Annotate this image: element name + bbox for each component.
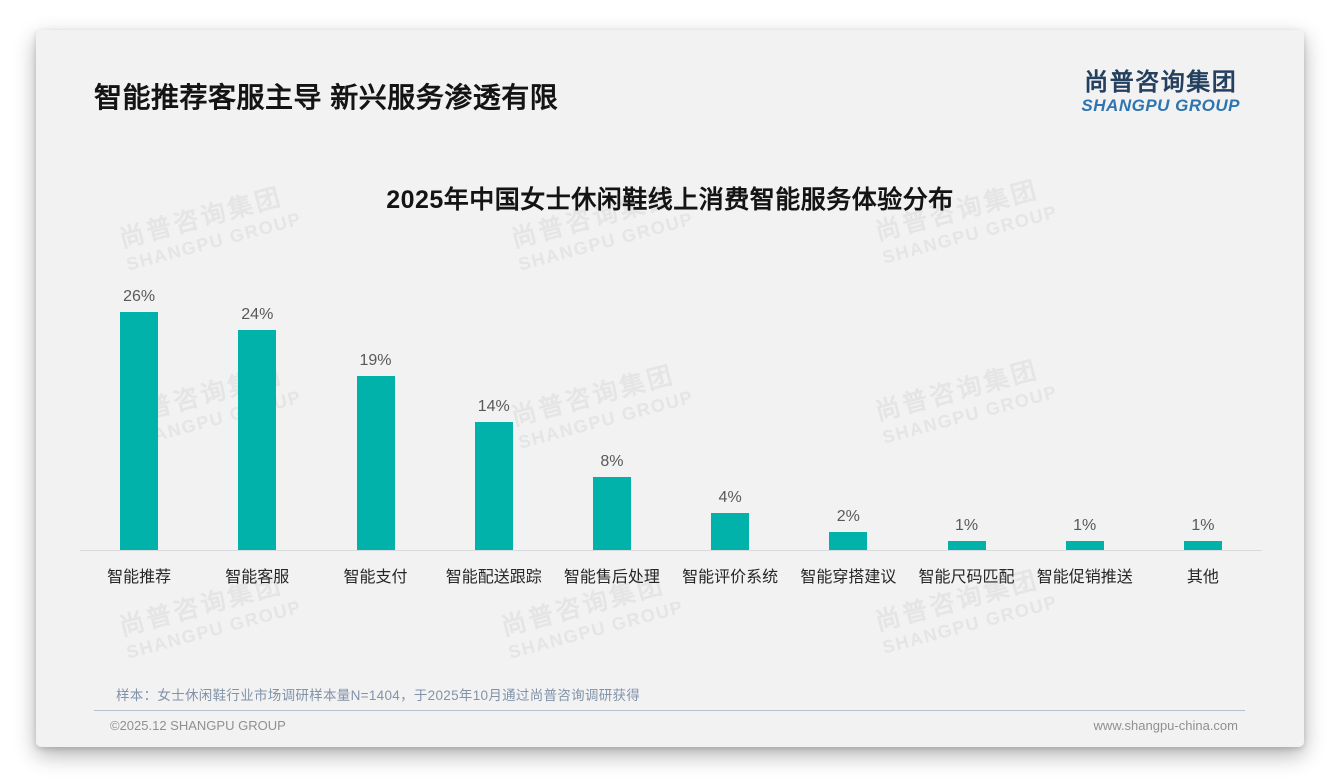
watermark-text-en: SHANGPU GROUP (506, 596, 686, 663)
footer-divider (94, 710, 1245, 711)
footer-website: www.shangpu-china.com (1093, 718, 1238, 733)
bar-value-label: 4% (718, 489, 742, 506)
slide-card: 尚普咨询集团 SHANGPU GROUP 尚普咨询集团 SHANGPU GROUP 尚普… (36, 30, 1304, 747)
sample-footnote: 样本：女士休闲鞋行业市场调研样本量N=1404，于2025年10月通过尚普咨询调… (116, 688, 641, 703)
bar (829, 532, 868, 550)
bar-value-label: 8% (600, 453, 624, 470)
bar-column: 14% (435, 271, 553, 550)
bar (120, 312, 159, 550)
bar (1065, 541, 1104, 550)
bar (592, 477, 631, 550)
bar-category-label: 智能支付 (343, 569, 408, 586)
footer-copyright: ©2025.12 SHANGPU GROUP (110, 718, 286, 733)
bar-value-label: 24% (241, 306, 274, 323)
bar-category-label: 智能评价系统 (682, 569, 779, 586)
watermark-text-en: SHANGPU GROUP (124, 208, 304, 275)
bar-category-label: 智能穿搭建议 (800, 569, 897, 586)
bar (711, 513, 750, 550)
bar-category-label: 智能促销推送 (1036, 569, 1133, 586)
chart-plot-area: 26% 24% 19% 14% 8% 4% 2% 1% 1% 1% (80, 271, 1262, 551)
bar-category-label: 其他 (1186, 569, 1219, 586)
logo-text-cn: 尚普咨询集团 (1084, 69, 1238, 96)
chart-title: 2025年中国女士休闲鞋线上消费智能服务体验分布 (386, 186, 954, 214)
bar-category-label: 智能推荐 (107, 569, 172, 586)
bar-value-label: 19% (359, 352, 392, 369)
bar-column: 4% (671, 271, 789, 550)
bar-chart: 26% 24% 19% 14% 8% 4% 2% 1% 1% 1% 智能推荐 智能客服 智能支付 智能配… (80, 271, 1262, 587)
bar-value-label: 2% (836, 508, 860, 525)
bar-value-label: 1% (1073, 517, 1097, 534)
bar-column: 8% (553, 271, 671, 550)
company-logo: 尚普咨询集团 SHANGPU GROUP (1081, 69, 1240, 116)
bar (1183, 541, 1222, 550)
bar-category-label: 智能配送跟踪 (445, 569, 542, 586)
bar-category-label: 智能客服 (225, 569, 290, 586)
bar (947, 541, 986, 550)
bar-column: 1% (1026, 271, 1144, 550)
bar (356, 376, 395, 550)
bar-column: 1% (1144, 271, 1262, 550)
watermark-text-en: SHANGPU GROUP (516, 208, 696, 275)
bar-value-label: 1% (1191, 517, 1215, 534)
bar (474, 422, 513, 550)
bar-column: 1% (907, 271, 1025, 550)
bar-category-label: 智能尺码匹配 (918, 569, 1015, 586)
bar-column: 26% (80, 271, 198, 550)
chart-category-axis: 智能推荐 智能客服 智能支付 智能配送跟踪 智能售后处理 智能评价系统 智能穿搭建议 智能尺码… (80, 563, 1262, 587)
logo-text-en: SHANGPU GROUP (1081, 96, 1240, 116)
bar-category-label: 智能售后处理 (563, 569, 660, 586)
bar-column: 2% (789, 271, 907, 550)
bar-value-label: 1% (954, 517, 979, 534)
bar-column: 19% (316, 271, 434, 550)
bar (238, 330, 277, 550)
bar-value-label: 14% (477, 398, 510, 415)
watermark-text-en: SHANGPU GROUP (124, 596, 304, 663)
page-title: 智能推荐客服主导 新兴服务渗透有限 (94, 82, 559, 113)
bar-column: 24% (198, 271, 316, 550)
watermark-text-en: SHANGPU GROUP (880, 591, 1060, 658)
bar-value-label: 26% (123, 288, 156, 305)
